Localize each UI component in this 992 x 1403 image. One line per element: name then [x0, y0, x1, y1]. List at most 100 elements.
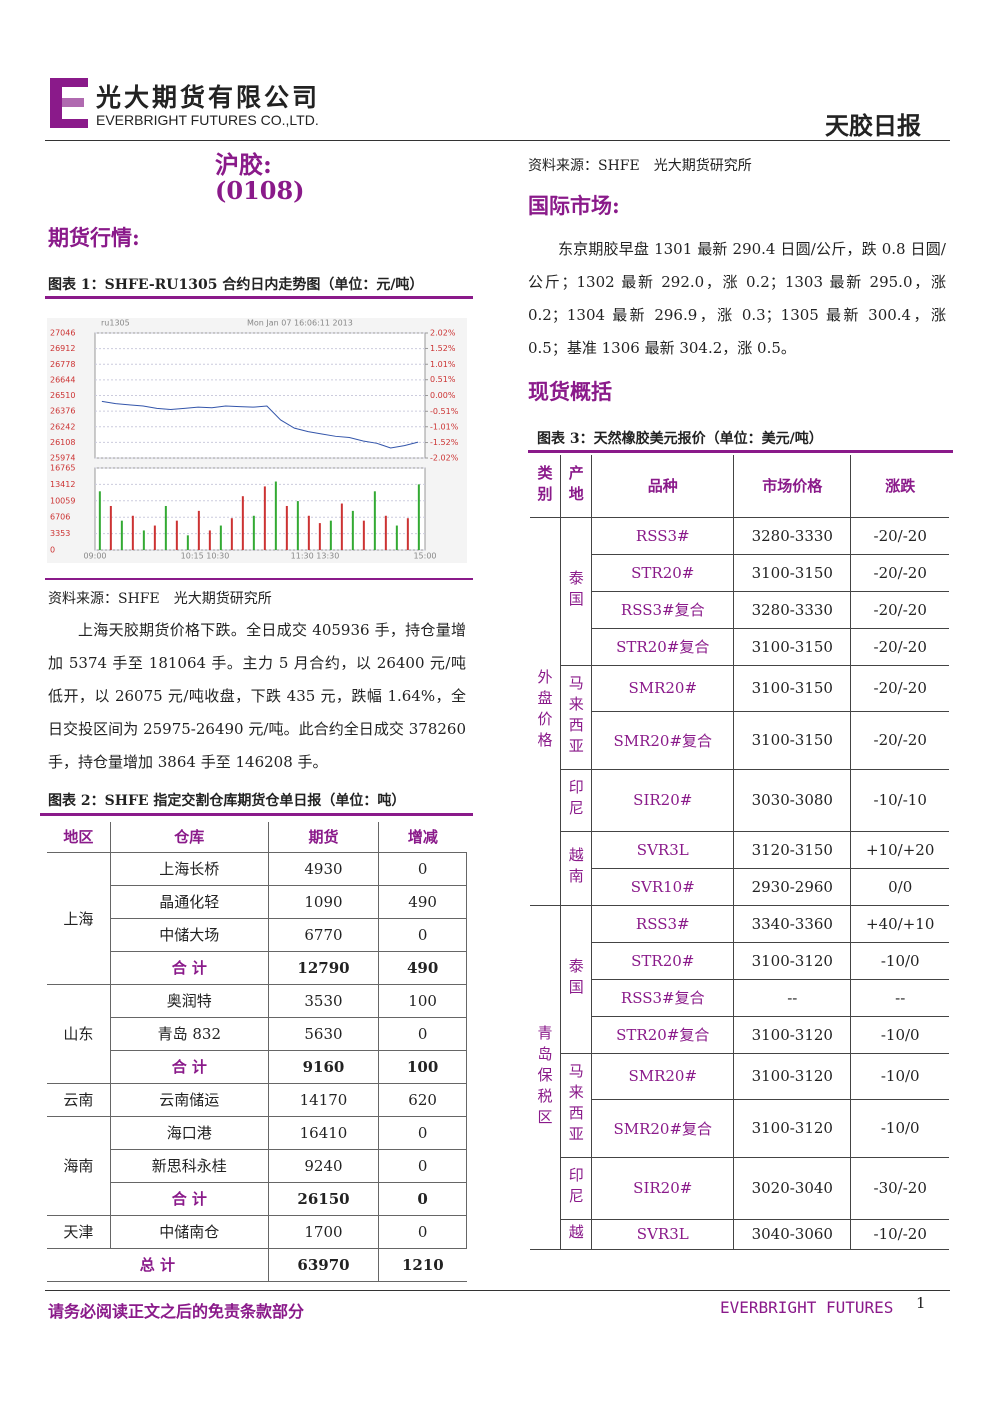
volume-bar	[175, 520, 178, 550]
cell: 奥润特	[109, 983, 269, 1018]
row: 印尼 SIR20# 3020-3040 -30/-20	[530, 1157, 949, 1220]
cell: 5630	[267, 1016, 380, 1051]
y-tick-label: 26242	[50, 422, 75, 431]
y2-tick-label: 1.01%	[430, 360, 456, 369]
cell: 0	[378, 1214, 467, 1249]
volume-bar	[197, 510, 200, 550]
category: 青岛保税区	[530, 905, 561, 1250]
symbol: ru1305	[101, 319, 130, 328]
cell: +40/+10	[850, 905, 949, 943]
origin: 泰国	[560, 905, 592, 1054]
x-label: 09:00	[83, 552, 106, 561]
volume-bar	[285, 505, 288, 550]
cell: 0	[378, 1115, 467, 1150]
y-tick-label: 26644	[50, 375, 75, 384]
cell: -10/0	[850, 1053, 949, 1100]
brand: EVERBRIGHT FUTURES	[720, 1298, 894, 1317]
origin: 越南	[560, 831, 592, 906]
cell: 3340-3360	[733, 905, 851, 943]
cell: -10/-10	[850, 769, 949, 832]
row: 越南 SVR3L 3120-3150 +10/+20	[530, 831, 949, 906]
cell: 3100-3120	[733, 1016, 851, 1054]
cell: -20/-20	[850, 554, 949, 592]
cell: 490	[378, 884, 467, 919]
volume-tick-label: 0	[50, 546, 55, 555]
cell: 6770	[267, 917, 380, 952]
y-tick-label: 26510	[50, 391, 75, 400]
cell: -20/-20	[850, 517, 949, 555]
row: 马来西亚 SMR20# 3100-3150 -20/-20	[530, 665, 949, 770]
cell: RSS3#复合	[591, 591, 734, 629]
row: 青岛 832 5630 0	[47, 1016, 467, 1051]
volume-bar	[351, 510, 354, 550]
cell: SIR20#	[591, 1157, 734, 1220]
cell: 9160	[267, 1049, 380, 1084]
cell: 14170	[267, 1082, 380, 1117]
header-cell: 地区	[47, 822, 111, 853]
header-cell: 仓库	[109, 822, 269, 853]
source: 资料来源：SHFE 光大期货研究所	[528, 158, 752, 174]
cell: 100	[378, 1049, 467, 1084]
cell: 16410	[267, 1115, 380, 1150]
y2-tick-label: 1.52%	[430, 344, 456, 353]
section: 国际市场:	[528, 193, 620, 218]
cell: -20/-20	[850, 711, 949, 770]
rule	[45, 1290, 950, 1291]
total: 63970	[267, 1248, 379, 1282]
section: 期货行情:	[48, 225, 140, 250]
cell: -10/-20	[850, 1219, 949, 1250]
cell: 3280-3330	[733, 591, 851, 629]
cell: -10/0	[850, 1016, 949, 1054]
cell: 3030-3080	[733, 769, 851, 832]
region: 云南	[47, 1083, 111, 1117]
header-cell: 品种	[591, 455, 734, 518]
volume-bar	[109, 505, 112, 550]
row: 总 计 63970 1210	[47, 1248, 467, 1282]
cell: STR20#复合	[591, 628, 734, 666]
cell: 合 计	[109, 950, 269, 985]
title: 沪胶:	[215, 150, 272, 179]
volume-bar	[241, 496, 244, 550]
row: 类别 产地 品种 市场价格 涨跌	[530, 455, 949, 518]
origin: 印尼	[560, 769, 592, 832]
cell: SMR20#复合	[591, 1099, 734, 1158]
volume-bar	[406, 518, 409, 550]
y-tick-label: 25974	[50, 454, 75, 463]
cell: -20/-20	[850, 665, 949, 712]
cell: SVR3L	[591, 1219, 734, 1250]
source: 资料来源：SHFE 光大期货研究所	[48, 591, 272, 607]
row: SMR20#复合 3100-3120 -10/0	[530, 1099, 949, 1158]
cell: +10/+20	[850, 831, 949, 869]
row: 云南 云南储运 14170 620	[47, 1082, 467, 1117]
volume-bar	[164, 505, 167, 550]
region: 海南	[47, 1116, 111, 1216]
cell: 青岛 832	[109, 1016, 269, 1051]
row: 合 计 12790 490	[47, 950, 467, 985]
row: STR20#复合 3100-3120 -10/0	[530, 1016, 949, 1054]
cell: --	[850, 979, 949, 1017]
volume-tick-label: 16765	[50, 464, 75, 473]
row: 马来西亚 SMR20# 3100-3120 -10/0	[530, 1053, 949, 1158]
cell: 620	[378, 1082, 467, 1117]
rule	[45, 578, 473, 580]
header-cell: 期货	[267, 822, 379, 853]
y2-tick-label: -1.52%	[430, 438, 459, 447]
header-cell: 市场价格	[733, 455, 851, 518]
y-tick-label: 26376	[50, 407, 75, 416]
cell: 合 计	[109, 1181, 269, 1216]
row: 山东 奥润特 3530 100	[47, 983, 467, 1084]
row: 合 计 26150 0	[47, 1181, 467, 1216]
cell: SMR20#	[591, 1053, 734, 1100]
cell: 0	[378, 1016, 467, 1051]
cell: 3530	[267, 983, 380, 1018]
cell: SMR20#	[591, 665, 734, 712]
cell: 晶通化轻	[109, 884, 269, 919]
y-tick-label: 26108	[50, 438, 75, 447]
row: 青岛保税区 泰国 RSS3# 3340-3360 +40/+10	[530, 905, 949, 1250]
cell: 0	[378, 851, 467, 886]
row: RSS3#复合 3280-3330 -20/-20	[530, 591, 949, 629]
cell: 3100-3120	[733, 1053, 851, 1100]
y2-tick-label: 0.00%	[430, 391, 456, 400]
warehouse-table: 地区 仓库 期货 增减 上海 上海长桥 4930 0 晶通化轻 1090 490 中储大场 6770 0 合…	[47, 822, 467, 1282]
volume-bar	[340, 503, 343, 550]
